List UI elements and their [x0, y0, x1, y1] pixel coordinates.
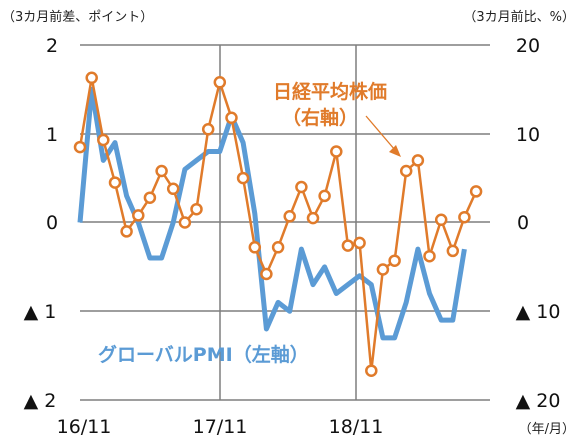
annotation-arrow-shaft — [365, 115, 396, 151]
nikkei-data-point — [143, 191, 157, 204]
nikkei-data-point — [271, 241, 285, 254]
nikkei-data-point — [283, 210, 296, 223]
nikkei-data-point — [295, 180, 308, 194]
y-right-unit-label: （3カ月前比、%） — [463, 9, 575, 25]
y-right-tick-label: 20 — [516, 35, 540, 57]
y-right-tick-label: 0 — [517, 212, 529, 234]
y-left-tick-label: ▲ 2 — [24, 390, 57, 412]
x-unit-label: （年/月） — [519, 422, 575, 437]
nikkei-data-point — [353, 236, 366, 250]
nikkei-data-point — [260, 267, 273, 281]
pmi-series-line — [77, 86, 467, 341]
nikkei-data-point — [365, 364, 378, 377]
nikkei-data-point — [108, 176, 122, 189]
nikkei-data-point — [434, 213, 448, 227]
nikkei-data-point — [469, 185, 483, 198]
nikkei-data-point — [166, 182, 180, 196]
nikkei-data-point — [458, 210, 471, 224]
y-left-tick-label: 0 — [46, 212, 58, 234]
nikkei-data-point — [97, 133, 110, 147]
y-right-tick-label: ▲ 20 — [516, 390, 561, 412]
pmi-annotation: グローバルPMI（左軸） — [98, 343, 309, 366]
nikkei-data-point — [132, 209, 145, 222]
annotation-arrow — [365, 115, 401, 157]
x-tick-label: 16/11 — [57, 416, 112, 438]
annotation-arrow-head — [389, 145, 401, 157]
y-left-unit-label: （3カ月前差、ポイント） — [2, 9, 153, 25]
x-tick-label: 18/11 — [329, 416, 384, 438]
nikkei-data-point — [330, 145, 343, 158]
y-left-tick-label: ▲ 1 — [24, 301, 57, 323]
nikkei-data-point — [213, 76, 227, 89]
nikkei-annotation-title: 日経平均株価 — [273, 80, 387, 103]
nikkei-data-point — [120, 225, 133, 238]
pmi-series — [77, 86, 467, 341]
nikkei-data-point — [341, 239, 355, 252]
nikkei-data-point — [318, 189, 331, 203]
nikkei-data-point — [399, 164, 413, 178]
nikkei-data-point — [155, 164, 168, 178]
nikkei-data-point — [376, 263, 390, 276]
nikkei-data-point — [411, 154, 425, 167]
y-right-tick-label: ▲ 10 — [516, 301, 561, 323]
nikkei-data-point — [85, 71, 98, 85]
y-right-ticks: 20 10 0 ▲ 10 ▲ 20 — [516, 35, 561, 412]
nikkei-data-point — [446, 244, 460, 258]
gridlines — [80, 44, 490, 401]
nikkei-data-point — [423, 249, 436, 263]
nikkei-data-point — [388, 254, 401, 267]
nikkei-annotation-axis: （右軸） — [282, 106, 358, 129]
y-left-tick-label: 1 — [46, 124, 58, 146]
nikkei-data-point — [73, 140, 87, 154]
nikkei-series — [73, 71, 483, 377]
x-ticks: 16/11 17/11 18/11 （年/月） — [57, 416, 575, 438]
nikkei-data-point — [190, 202, 203, 216]
y-left-ticks: 2 1 0 ▲ 1 ▲ 2 — [24, 35, 58, 412]
y-right-tick-label: 10 — [516, 124, 540, 146]
nikkei-data-point — [236, 171, 250, 185]
x-tick-label: 17/11 — [193, 416, 248, 438]
nikkei-data-point — [178, 216, 192, 229]
nikkei-data-point — [306, 211, 320, 225]
nikkei-data-point — [248, 241, 262, 254]
y-left-tick-label: 2 — [46, 35, 58, 57]
nikkei-data-point — [201, 123, 215, 136]
nikkei-data-point — [225, 111, 238, 125]
